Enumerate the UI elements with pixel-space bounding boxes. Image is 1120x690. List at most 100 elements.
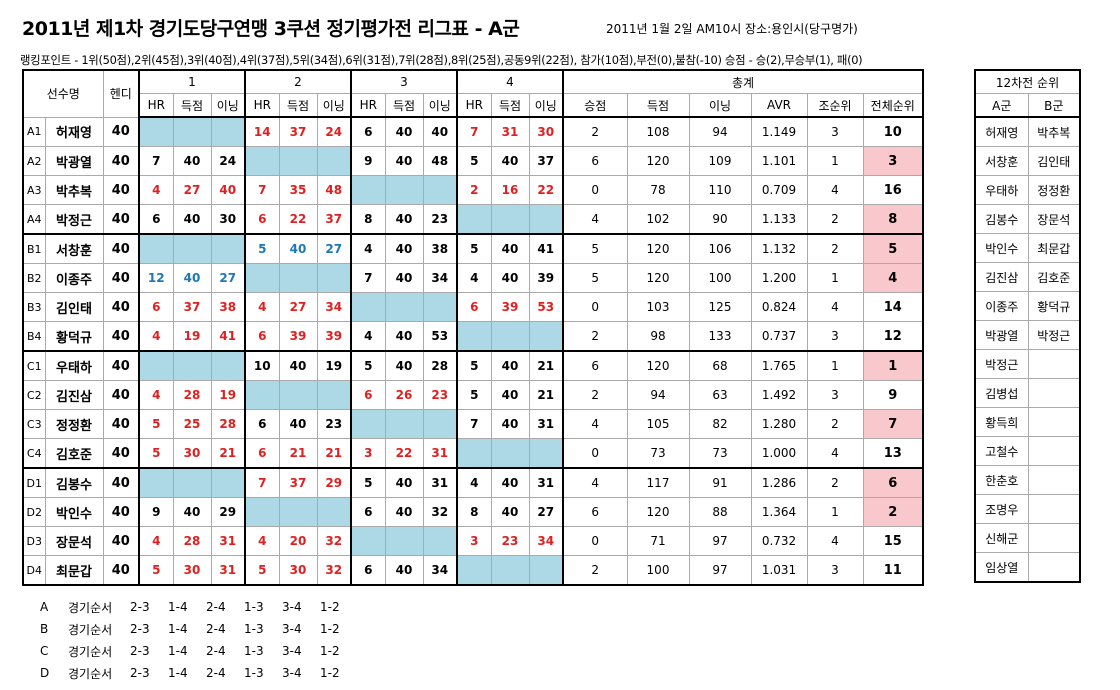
self-match-cell: [244, 380, 280, 410]
total-value: 16: [862, 175, 924, 205]
total-value: 117: [626, 467, 690, 498]
standings-b-name: 박정근: [1027, 320, 1081, 350]
game-1-value: 7: [138, 146, 174, 176]
self-match-cell: [528, 321, 564, 352]
total-value: 1.132: [750, 233, 808, 264]
self-match-cell: [210, 116, 246, 147]
player-name: 최문갑: [44, 555, 104, 586]
total-value: 120: [626, 233, 690, 264]
total-value: 0.709: [750, 175, 808, 205]
game-4-value: 41: [528, 233, 564, 264]
total-value: 1.364: [750, 497, 808, 527]
game-1-value: 30: [172, 555, 212, 586]
self-match-cell: [210, 467, 246, 498]
total-value: 68: [688, 350, 752, 381]
header-total-sub: 득점: [626, 93, 690, 118]
game-4-value: 8: [456, 497, 492, 527]
total-value: 8: [862, 204, 924, 235]
total-value: 4: [562, 204, 628, 235]
standings-col-b: B군: [1027, 93, 1081, 118]
player-name: 김진삼: [44, 380, 104, 410]
standings-a-name: 김병섭: [974, 378, 1029, 408]
player-id: C3: [22, 409, 46, 439]
total-value: 82: [688, 409, 752, 439]
standings-table: 12차전 순위 A군 B군 허재영 박추복 서창훈 김인태 우태하 정정환 김봉수 장문석 박인수 최문…: [974, 69, 1081, 583]
order-label: 경기순서: [68, 622, 113, 637]
header-sub: HR: [244, 93, 280, 118]
total-value: 3: [806, 555, 864, 586]
total-value: 10: [862, 116, 924, 147]
game-2-value: 27: [316, 233, 352, 264]
game-1-value: 28: [172, 380, 212, 410]
game-1-value: 6: [138, 204, 174, 235]
header-game-1: 1: [138, 69, 246, 94]
table-row: C2 김진삼 40 4 28 19 6 26 23 5 40 21 2 94 63 1.492 3 9: [22, 380, 924, 410]
total-value: 6: [562, 350, 628, 381]
total-value: 0.732: [750, 526, 808, 556]
game-order-row: D 경기순서 2-3 1-4 2-4 1-3 3-4 1-2: [40, 662, 358, 684]
game-3-value: 6: [350, 116, 386, 147]
player-id: C4: [22, 438, 46, 469]
game-2-value: 21: [278, 438, 318, 469]
total-value: 3: [806, 380, 864, 410]
game-2-value: 30: [278, 555, 318, 586]
order-match: 2-3: [130, 666, 150, 680]
order-match: 1-3: [244, 600, 264, 614]
game-4-value: 40: [490, 263, 530, 293]
game-2-value: 7: [244, 175, 280, 205]
header-total-sub: 조순위: [806, 93, 864, 118]
self-match-cell: [172, 233, 212, 264]
player-id: D3: [22, 526, 46, 556]
total-value: 1: [806, 497, 864, 527]
game-1-value: 5: [138, 409, 174, 439]
game-3-value: 6: [350, 555, 386, 586]
standings-row: 황득희: [974, 407, 1081, 437]
league-table: 선수명 헨디 1 2 3 4 총계 HR 득점 이닝 HR 득점 이닝 HR 득점 이닝 HR 득점 이닝 승점 득점 이…: [22, 69, 924, 586]
game-4-value: 31: [490, 116, 530, 147]
total-value: 94: [626, 380, 690, 410]
total-value: 2: [562, 555, 628, 586]
self-match-cell: [210, 233, 246, 264]
game-3-value: 4: [350, 233, 386, 264]
standings-row: 우태하 정정환: [974, 175, 1081, 205]
total-value: 106: [688, 233, 752, 264]
standings-row: 한춘호: [974, 465, 1081, 495]
player-name: 박추복: [44, 175, 104, 205]
game-2-value: 6: [244, 409, 280, 439]
table-row: A3 박추복 40 4 27 40 7 35 48 2 16 22 0 78 110 0.709 4 16: [22, 175, 924, 205]
game-4-value: 5: [456, 350, 492, 381]
player-name: 장문석: [44, 526, 104, 556]
table-row: D3 장문석 40 4 28 31 4 20 32 3 23 34 0 71 97 0.732 4 15: [22, 526, 924, 556]
player-name: 허재영: [44, 116, 104, 147]
order-match: 3-4: [282, 644, 302, 658]
total-value: 3: [862, 146, 924, 176]
header-handicap: 헨디: [102, 69, 140, 118]
game-3-value: 40: [384, 555, 424, 586]
game-1-value: 40: [172, 263, 212, 293]
total-value: 1.000: [750, 438, 808, 469]
total-value: 1.149: [750, 116, 808, 147]
total-value: 2: [806, 467, 864, 498]
order-match: 2-3: [130, 644, 150, 658]
self-match-cell: [422, 292, 458, 322]
game-2-value: 14: [244, 116, 280, 147]
event-info: 2011년 1월 2일 AM10시 장소:용인시(당구명가): [606, 22, 858, 36]
player-name: 황덕규: [44, 321, 104, 352]
header-total-sub: 전체순위: [862, 93, 924, 118]
table-row: C3 정정환 40 5 25 28 6 40 23 7 40 31 4 105 82 1.280 2 7: [22, 409, 924, 439]
order-match: 2-4: [206, 622, 226, 636]
game-1-value: 28: [210, 409, 246, 439]
total-value: 1: [806, 146, 864, 176]
game-2-value: 10: [244, 350, 280, 381]
standings-row: 김병섭: [974, 378, 1081, 408]
game-4-value: 7: [456, 409, 492, 439]
game-3-value: 40: [384, 321, 424, 352]
header-sub: 득점: [172, 93, 212, 118]
standings-a-name: 김진삼: [974, 262, 1029, 292]
standings-b-name: [1027, 378, 1081, 408]
player-id: D1: [22, 467, 46, 498]
order-match: 1-4: [168, 666, 188, 680]
game-2-value: 5: [244, 233, 280, 264]
total-value: 1.133: [750, 204, 808, 235]
self-match-cell: [456, 321, 492, 352]
